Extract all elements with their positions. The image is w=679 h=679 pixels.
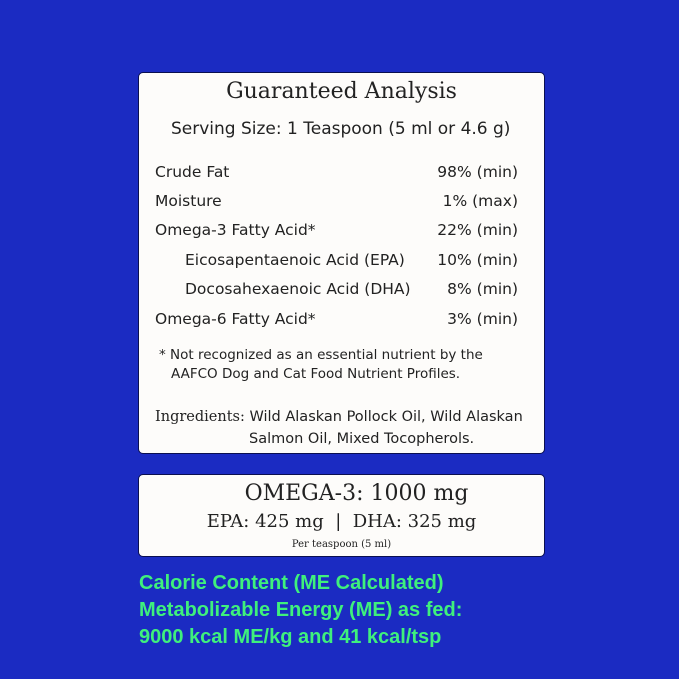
row-label: Crude Fat (155, 163, 230, 181)
ingredients-label: Ingredients: (155, 409, 245, 425)
ingredients-line: Wild Alaskan Pollock Oil, Wild Alaskan (249, 409, 523, 425)
footnote-line: * Not recognized as an essential nutrien… (159, 347, 483, 363)
footnote: * Not recognized as an essential nutrien… (159, 346, 529, 384)
row-label: Moisture (155, 192, 222, 210)
guaranteed-analysis-panel: Guaranteed Analysis Serving Size: 1 Teas… (138, 72, 545, 454)
epa-dha: EPA: 425 mg | DHA: 325 mg (206, 511, 477, 532)
analysis-row: Omega-6 Fatty Acid* 3% (min) (155, 310, 518, 328)
analysis-row: Moisture 1% (max) (155, 192, 518, 210)
row-value: 22% (min) (437, 221, 518, 239)
row-value: 10% (min) (437, 251, 518, 269)
omega-panel: OMEGA-3: 1000 mg EPA: 425 mg | DHA: 325 … (138, 474, 545, 557)
calorie-line: Calorie Content (ME Calculated) (139, 572, 444, 594)
analysis-row: Eicosapentaenoic Acid (EPA) 10% (min) (185, 251, 518, 269)
row-label: Docosahexaenoic Acid (DHA) (185, 280, 411, 298)
analysis-row: Crude Fat 98% (min) (155, 163, 518, 181)
ingredients-line: Salmon Oil, Mixed Tocopherols. (249, 431, 475, 447)
calorie-line: 9000 kcal ME/kg and 41 kcal/tsp (139, 626, 442, 648)
analysis-row: Docosahexaenoic Acid (DHA) 8% (min) (185, 280, 518, 298)
analysis-row: Omega-3 Fatty Acid* 22% (min) (155, 221, 518, 239)
ingredients: Ingredients: Wild Alaskan Pollock Oil, W… (155, 406, 535, 450)
row-label: Eicosapentaenoic Acid (EPA) (185, 251, 405, 269)
row-value: 8% (min) (447, 280, 518, 298)
serving-size: Serving Size: 1 Teaspoon (5 ml or 4.6 g) (171, 119, 511, 139)
row-value: 98% (min) (437, 163, 518, 181)
footnote-line: AAFCO Dog and Cat Food Nutrient Profiles… (171, 366, 461, 382)
calorie-line: Metabolizable Energy (ME) as fed: (139, 599, 463, 621)
per-serving: Per teaspoon (5 ml) (291, 539, 392, 550)
calorie-content: Calorie Content (ME Calculated) Metaboli… (139, 570, 462, 651)
row-value: 3% (min) (447, 310, 518, 328)
panel-title: Guaranteed Analysis (226, 79, 457, 104)
row-label: Omega-3 Fatty Acid* (155, 221, 316, 239)
row-label: Omega-6 Fatty Acid* (155, 310, 316, 328)
row-value: 1% (max) (442, 192, 518, 210)
omega-total: OMEGA-3: 1000 mg (244, 481, 469, 506)
